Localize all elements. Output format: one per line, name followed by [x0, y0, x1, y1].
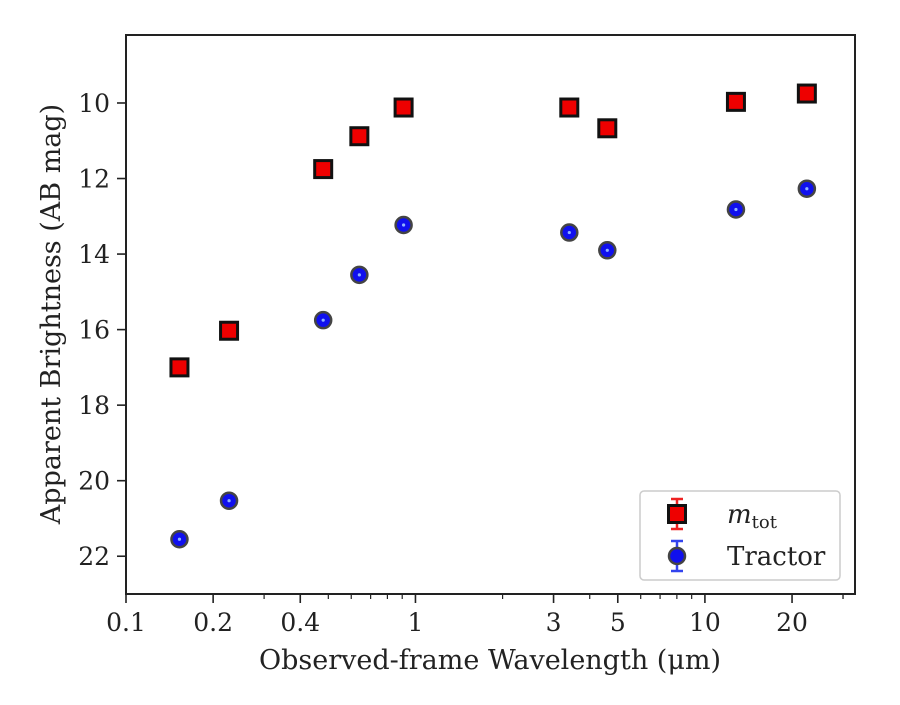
y-tick-label: 14 [78, 240, 110, 269]
square-marker [393, 97, 414, 118]
x-tick-label: 10 [689, 608, 721, 637]
square-marker [313, 159, 334, 180]
square-marker [219, 320, 240, 341]
y-tick-label: 18 [78, 391, 110, 420]
circle-marker-center [567, 230, 571, 235]
x-tick-label: 20 [776, 608, 808, 637]
x-axis-label: Observed-frame Wavelength (μm) [259, 645, 721, 676]
legend-square-marker [667, 504, 687, 524]
circle-marker-center [402, 223, 406, 227]
y-tick-label: 20 [78, 467, 110, 496]
plot-frame [125, 34, 856, 595]
y-tick-label: 16 [78, 316, 110, 345]
circle-marker-center [805, 187, 809, 191]
y-tick-label: 22 [78, 542, 110, 571]
square-marker [559, 97, 580, 118]
square-marker [796, 83, 817, 104]
legend-label-subscript: tot [752, 512, 778, 533]
y-axis-ticks: 10 12 14 16 18 20 22 [78, 89, 126, 571]
circle-marker-center [605, 248, 609, 252]
x-tick-label: 1 [408, 608, 424, 637]
circle-marker-center [177, 537, 182, 541]
legend-box [639, 490, 841, 581]
legend-label: mtot [727, 500, 778, 533]
square-marker [169, 357, 190, 378]
x-tick-label: 0.4 [280, 608, 320, 637]
square-marker [597, 118, 618, 139]
x-tick-label: 5 [610, 608, 626, 637]
square-marker [725, 91, 746, 112]
circle-marker-center [321, 318, 325, 322]
legend-label-main: m [727, 500, 752, 530]
y-axis-label: Apparent Brightness (AB mag) [36, 104, 67, 525]
legend-circle-marker [667, 546, 687, 566]
circle-marker-center [227, 499, 231, 503]
y-tick-label: 12 [78, 165, 110, 194]
legend: mtot Tractor [639, 490, 841, 581]
x-axis-ticks: 0.1 0.2 0.4 1 3 5 10 20 [106, 594, 844, 637]
circle-marker-center [734, 207, 738, 212]
y-tick-label: 10 [78, 89, 110, 118]
x-tick-label: 0.1 [106, 608, 146, 637]
x-tick-label: 3 [546, 608, 562, 637]
legend-items: mtot Tractor [667, 497, 826, 573]
data-points [169, 83, 817, 549]
x-tick-label: 0.2 [193, 608, 233, 637]
square-marker [349, 126, 370, 147]
legend-label: Tractor [727, 542, 826, 572]
circle-marker-center [357, 273, 361, 277]
